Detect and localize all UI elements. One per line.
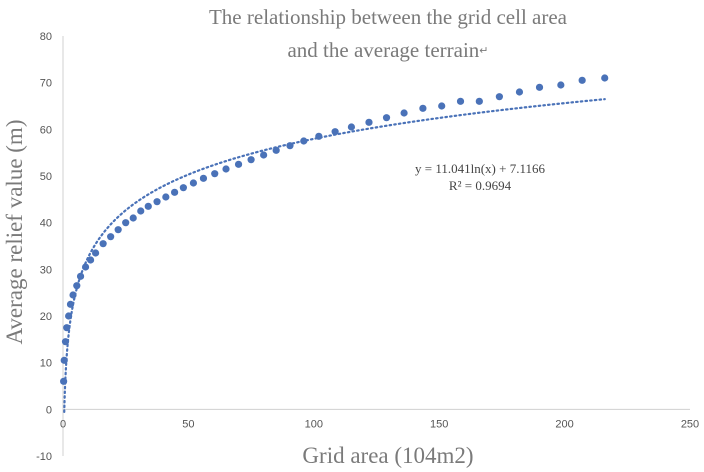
x-tick-label: 50 bbox=[182, 418, 194, 430]
data-point bbox=[65, 312, 73, 320]
data-point bbox=[199, 174, 208, 182]
y-axis-title: Average relief value (m) bbox=[2, 120, 27, 345]
data-point bbox=[234, 160, 243, 168]
data-point bbox=[456, 97, 465, 105]
trendline-path bbox=[63, 98, 606, 413]
y-tick-label: 60 bbox=[40, 124, 52, 136]
chart-title-line-1: The relationship between the grid cell a… bbox=[209, 5, 568, 29]
y-tick-label: 10 bbox=[40, 358, 52, 370]
data-point bbox=[400, 109, 408, 117]
x-axis-title: Grid area (104m2) bbox=[302, 443, 473, 468]
y-tick-label: 80 bbox=[40, 31, 52, 43]
y-tick-label: 0 bbox=[46, 404, 52, 416]
data-point bbox=[162, 193, 170, 201]
y-tick-label: 40 bbox=[40, 218, 52, 230]
data-point bbox=[300, 137, 308, 145]
chart-title-line-2-text: and the average terrain bbox=[287, 38, 479, 62]
x-axis-ticks: 0 50 100 150 200 250 bbox=[60, 418, 699, 430]
data-point bbox=[92, 249, 100, 257]
data-point bbox=[63, 324, 71, 332]
data-point bbox=[557, 81, 565, 89]
y-tick-label: 70 bbox=[40, 78, 52, 90]
data-point bbox=[81, 263, 90, 271]
data-point bbox=[69, 291, 77, 299]
y-tick-label: -10 bbox=[36, 451, 52, 463]
data-point bbox=[247, 156, 255, 164]
data-point bbox=[129, 214, 137, 222]
data-point bbox=[144, 202, 152, 210]
trendline-equation: y = 11.041ln(x) + 7.1166 bbox=[415, 161, 545, 176]
y-tick-label: 20 bbox=[40, 311, 52, 323]
data-point bbox=[438, 102, 446, 110]
data-point bbox=[99, 240, 107, 248]
data-point bbox=[76, 272, 85, 280]
trendline bbox=[63, 98, 606, 413]
data-point bbox=[153, 198, 161, 206]
data-point bbox=[475, 97, 483, 105]
x-tick-label: 150 bbox=[430, 418, 448, 430]
data-point bbox=[347, 123, 356, 131]
x-tick-label: 100 bbox=[305, 418, 323, 430]
y-tick-label: 50 bbox=[40, 171, 52, 183]
data-point bbox=[601, 74, 609, 82]
data-point bbox=[419, 104, 427, 112]
paragraph-mark: ↵ bbox=[479, 45, 488, 57]
data-point bbox=[122, 219, 130, 227]
data-point bbox=[189, 179, 198, 187]
data-point bbox=[260, 151, 268, 159]
data-point bbox=[578, 76, 586, 84]
data-point bbox=[535, 83, 544, 91]
data-point bbox=[286, 142, 294, 150]
chart-title-line-2: and the average terrain↵ bbox=[287, 38, 488, 62]
data-point bbox=[60, 356, 68, 364]
axes bbox=[62, 36, 690, 456]
data-point bbox=[60, 377, 68, 385]
data-point bbox=[171, 188, 179, 196]
r-squared-label: R² = 0.9694 bbox=[449, 178, 512, 193]
data-point bbox=[137, 207, 145, 215]
data-point bbox=[114, 226, 122, 234]
data-points bbox=[60, 74, 609, 385]
data-point bbox=[66, 300, 75, 308]
data-point bbox=[315, 132, 323, 140]
data-point bbox=[211, 170, 219, 178]
x-tick-label: 250 bbox=[681, 418, 699, 430]
data-point bbox=[61, 338, 70, 346]
y-tick-label: 30 bbox=[40, 264, 52, 276]
data-point bbox=[365, 118, 373, 126]
data-point bbox=[222, 165, 230, 173]
data-point bbox=[107, 233, 115, 241]
data-point bbox=[495, 93, 503, 101]
x-tick-label: 200 bbox=[555, 418, 573, 430]
data-point bbox=[272, 146, 280, 154]
data-point bbox=[382, 114, 391, 122]
x-tick-label: 0 bbox=[60, 418, 66, 430]
data-point bbox=[179, 184, 187, 192]
data-point bbox=[86, 256, 95, 264]
data-point bbox=[73, 282, 81, 290]
y-axis-ticks: -10 0 10 20 30 40 50 60 70 80 bbox=[36, 31, 52, 463]
data-point bbox=[331, 128, 339, 136]
data-point bbox=[515, 88, 524, 96]
